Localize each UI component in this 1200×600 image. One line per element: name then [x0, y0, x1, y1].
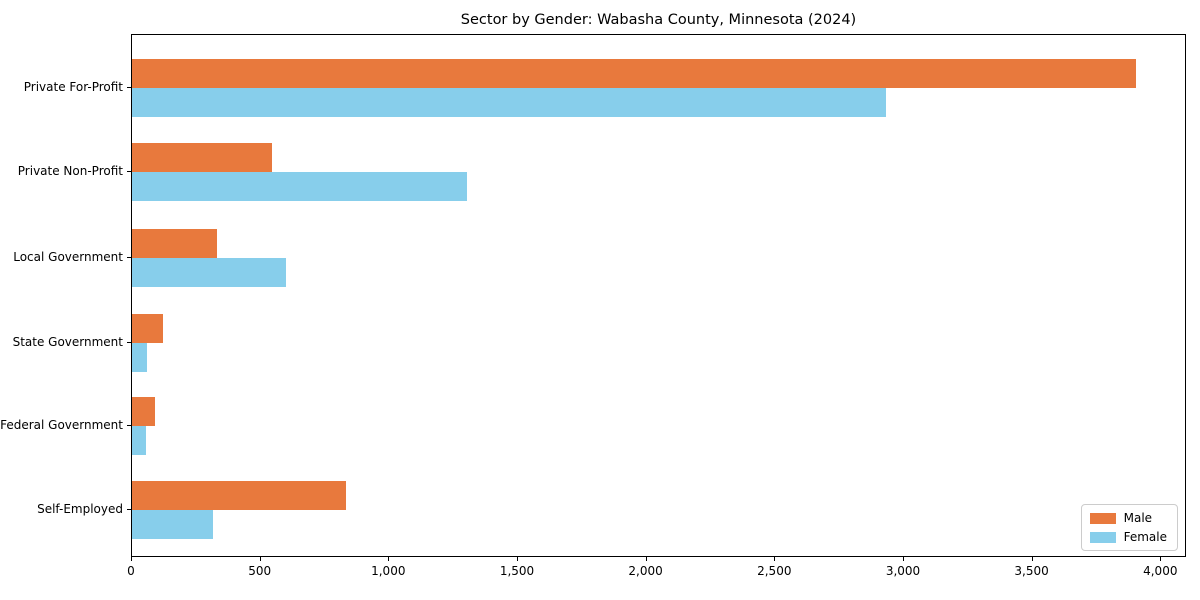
x-tick-label: 0	[127, 564, 135, 578]
x-tick-label: 1,500	[499, 564, 535, 578]
x-tick-mark	[131, 557, 132, 561]
bar-female-private-non-profit	[132, 172, 467, 201]
x-tick-label: 1,000	[371, 564, 406, 578]
x-tick-label: 3,500	[1014, 564, 1049, 578]
legend-label-male: Male	[1123, 511, 1153, 525]
bar-male-self-employed	[132, 481, 346, 510]
bar-female-self-employed	[132, 510, 214, 539]
female-series-swatch	[1089, 531, 1116, 543]
y-tick-label: Private For-Profit	[23, 80, 123, 94]
x-tick-label: 500	[248, 564, 272, 578]
x-tick-label: 3,000	[885, 564, 921, 578]
legend-item-male: Male	[1089, 511, 1167, 525]
bar-male-local-government	[132, 229, 217, 258]
x-tick-label: 2,000	[628, 564, 663, 578]
bar-female-local-government	[132, 258, 287, 287]
y-tick-mark	[127, 257, 131, 258]
x-tick-mark	[903, 557, 904, 561]
x-tick-mark	[1031, 557, 1033, 561]
bar-male-state-government	[132, 314, 163, 343]
x-tick-mark	[1160, 557, 1162, 561]
y-tick-label: Local Government	[13, 250, 123, 264]
x-tick-mark	[388, 557, 390, 561]
legend-label-female: Female	[1123, 530, 1167, 544]
y-tick-mark	[127, 425, 131, 426]
y-tick-label: Federal Government	[0, 418, 123, 432]
bar-female-federal-government	[132, 426, 147, 455]
bar-male-private-non-profit	[132, 143, 273, 172]
bar-male-federal-government	[132, 397, 156, 426]
bar-female-private-for-profit	[132, 88, 886, 117]
y-tick-mark	[127, 342, 131, 343]
x-tick-mark	[645, 557, 647, 561]
y-tick-mark	[127, 171, 131, 172]
bar-male-private-for-profit	[132, 59, 1136, 88]
chart-title: Sector by Gender: Wabasha County, Minnes…	[460, 12, 857, 28]
y-tick-label: Private Non-Profit	[17, 164, 123, 178]
x-tick-mark	[517, 557, 518, 561]
y-tick-mark	[127, 509, 131, 510]
x-tick-label: 4,000	[1143, 564, 1178, 578]
x-tick-mark	[259, 557, 261, 561]
legend-item-female: Female	[1089, 530, 1167, 544]
legend: Male Female	[1080, 504, 1178, 551]
plot-area: Male Female	[131, 34, 1186, 557]
bar-female-state-government	[132, 343, 148, 372]
male-series-swatch	[1089, 512, 1116, 524]
y-tick-mark	[127, 87, 131, 88]
x-tick-mark	[774, 557, 776, 561]
x-tick-label: 2,500	[757, 564, 792, 578]
y-tick-label: State Government	[12, 335, 123, 349]
y-tick-label: Self-Employed	[37, 502, 123, 516]
